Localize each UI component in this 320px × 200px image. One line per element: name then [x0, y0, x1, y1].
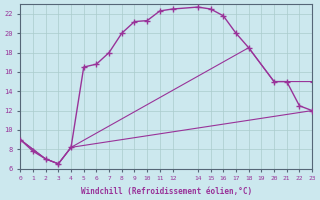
X-axis label: Windchill (Refroidissement éolien,°C): Windchill (Refroidissement éolien,°C): [81, 187, 252, 196]
